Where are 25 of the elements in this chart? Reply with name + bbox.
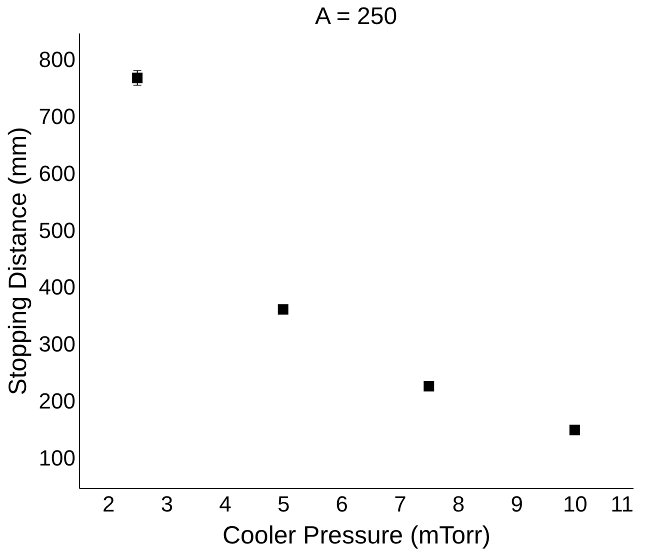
x-tick-label: 5 [277, 492, 290, 516]
point [569, 424, 580, 436]
x-tick-label: 8 [452, 492, 465, 516]
y-tick-label: 500 [38, 218, 76, 243]
x-tick-label: 6 [336, 492, 348, 516]
x-tick-label: 11 [610, 492, 634, 516]
point [424, 380, 434, 392]
y-tick-label: 300 [38, 332, 76, 357]
x-tick-label: 7 [394, 492, 406, 516]
point [132, 72, 143, 84]
y-axis-title: Stopping Distance (mm) [4, 126, 32, 396]
x-tick-label: 10 [562, 492, 588, 516]
x-tick-label: 9 [510, 492, 523, 516]
y-tick-label: 600 [38, 160, 76, 186]
y-tick-label: 700 [38, 104, 76, 130]
y-tick-label: 200 [38, 388, 76, 414]
x-tick-label: 2 [102, 492, 115, 516]
chart-title: A = 250 [314, 3, 398, 30]
x-tick-label: 4 [219, 492, 232, 516]
y-tick-label: 800 [38, 47, 76, 72]
y-tick-label: 100 [38, 445, 76, 470]
y-tick-label: 400 [38, 274, 76, 300]
x-tick-label: 3 [160, 492, 174, 516]
point [278, 304, 288, 315]
x-axis-title: Cooler Pressure (mTorr) [222, 522, 491, 550]
